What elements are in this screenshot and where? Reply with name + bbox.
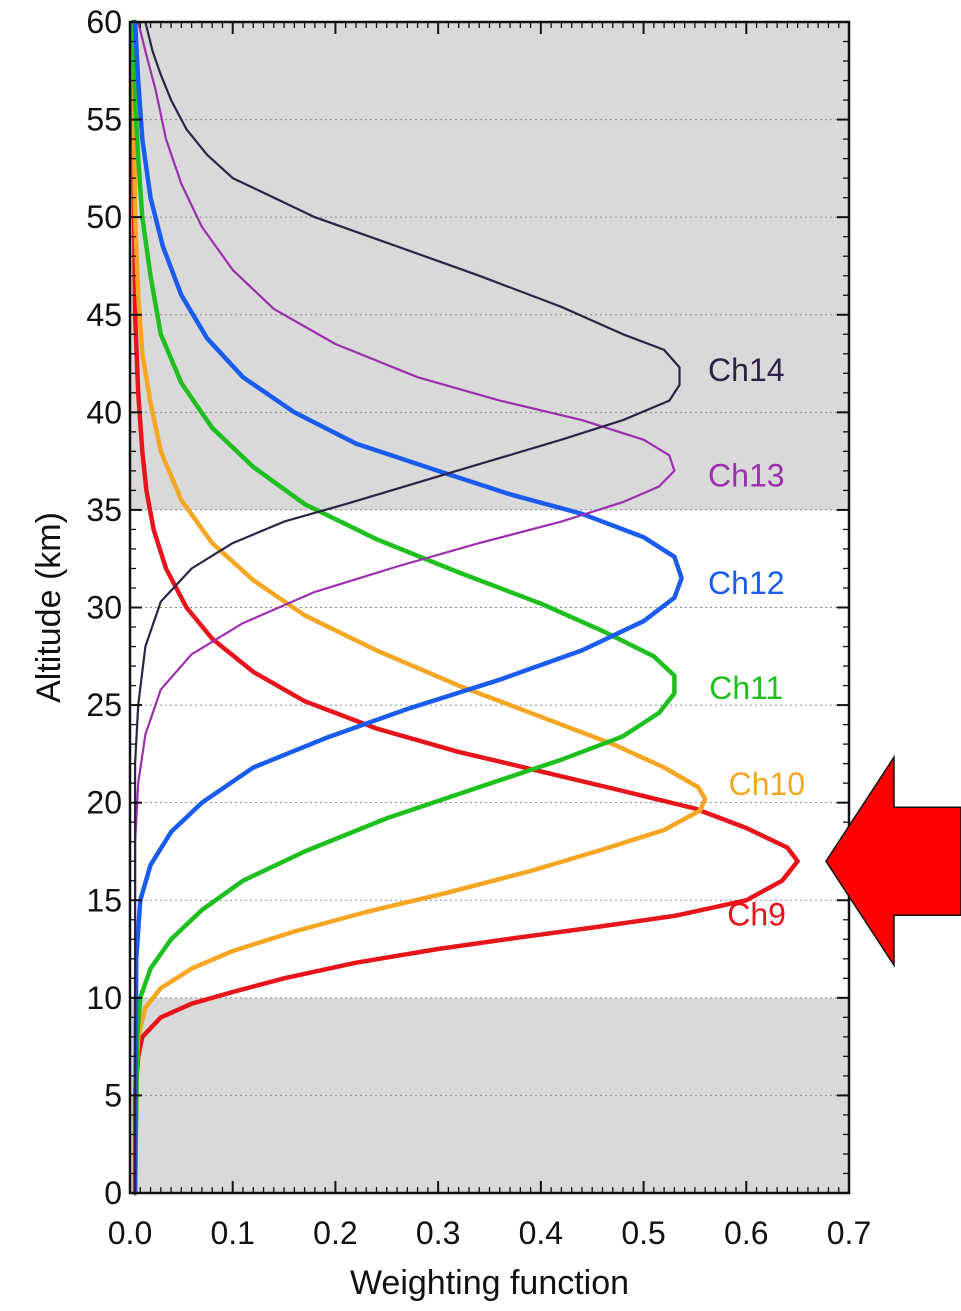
series-line-ch14 (134, 20, 681, 1195)
x-tick-label: 0.7 (827, 1215, 871, 1251)
x-tick-label: 0.4 (519, 1215, 563, 1251)
series-line-ch9 (130, 19, 800, 1196)
y-tick-label: 10 (86, 980, 122, 1016)
y-tick-label: 55 (86, 102, 122, 138)
series-labels: Ch9 Ch10 Ch11 Ch12 Ch13 Ch14 (708, 352, 805, 933)
series-label-ch10: Ch10 (729, 766, 806, 802)
y-tick-label: 0 (104, 1175, 122, 1211)
series-label-ch12: Ch12 (708, 565, 785, 601)
y-tick-label: 45 (86, 297, 122, 333)
x-tick-labels: 0.0 0.1 0.2 0.3 0.4 0.5 0.6 0.7 (108, 1215, 871, 1251)
shaded-band-2 (130, 22, 849, 510)
x-tick-label: 0.0 (108, 1215, 152, 1251)
y-tick-label: 25 (86, 687, 122, 723)
y-tick-label: 30 (86, 590, 122, 626)
series-line-ch10 (130, 19, 708, 1196)
series-label-ch9: Ch9 (727, 897, 786, 933)
x-tick-label: 0.3 (416, 1215, 460, 1251)
y-tick-label: 40 (86, 394, 122, 430)
y-tick-label: 50 (86, 199, 122, 235)
shaded-band-1 (130, 997, 849, 1193)
series-lines (130, 19, 800, 1196)
y-tick-label: 15 (86, 882, 122, 918)
series-line-ch13 (134, 20, 676, 1195)
x-axis-label: Weighting function (350, 1264, 629, 1302)
y-axis-label: Altitude (km) (30, 512, 68, 703)
shaded-altitude-bands (130, 22, 849, 1193)
series-line-ch11 (130, 19, 677, 1196)
series-label-ch14: Ch14 (708, 352, 785, 388)
y-tick-labels: 0 5 10 15 20 25 30 35 40 45 50 55 60 (86, 4, 122, 1211)
highlight-arrow (825, 754, 961, 968)
x-tick-label: 0.1 (210, 1215, 254, 1251)
series-line-ch12 (132, 19, 684, 1196)
y-tick-label: 20 (86, 785, 122, 821)
x-tick-label: 0.2 (313, 1215, 357, 1251)
y-tick-label: 5 (104, 1077, 122, 1113)
x-tick-label: 0.6 (724, 1215, 768, 1251)
series-label-ch11: Ch11 (709, 670, 783, 706)
axis-ticks (129, 21, 850, 1194)
x-tick-label: 0.5 (621, 1215, 665, 1251)
series-label-ch13: Ch13 (708, 457, 785, 493)
y-tick-label: 35 (86, 492, 122, 528)
y-tick-label: 60 (86, 4, 122, 40)
